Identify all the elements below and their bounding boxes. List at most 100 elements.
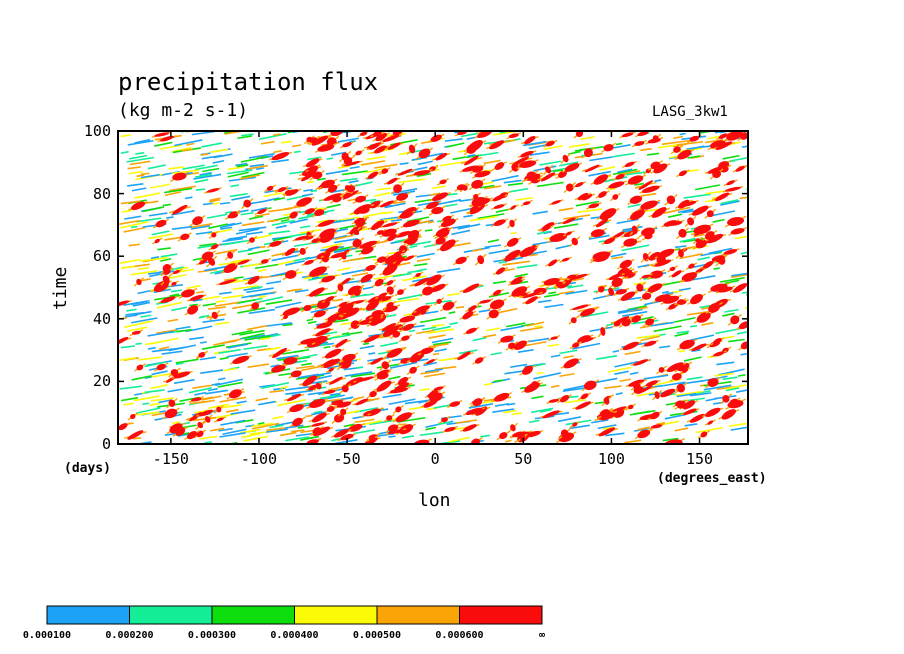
precip-streak <box>658 345 671 349</box>
precip-cell <box>641 185 660 193</box>
precip-streak <box>307 180 315 184</box>
precip-cell <box>641 274 651 279</box>
precip-cell <box>130 201 146 211</box>
precip-cell <box>381 168 389 174</box>
precip-streak <box>200 341 207 344</box>
precip-streak <box>431 185 446 190</box>
precip-streak <box>332 298 344 302</box>
precip-streak <box>243 435 269 442</box>
precip-streak <box>612 349 620 353</box>
precip-streak <box>634 182 645 186</box>
precip-streak <box>224 210 232 214</box>
precip-streak <box>289 218 308 224</box>
precip-streak <box>492 280 507 285</box>
x-tick-label: -100 <box>240 450 278 468</box>
precip-cell <box>572 342 580 348</box>
precip-cell <box>409 366 417 374</box>
precip-streak <box>199 242 217 247</box>
precip-streak <box>619 378 631 383</box>
precip-streak <box>328 386 344 391</box>
precip-streak <box>273 150 282 154</box>
precip-cell <box>440 218 456 227</box>
precip-streak <box>656 421 665 426</box>
precip-streak <box>220 226 233 230</box>
precip-streak <box>130 225 138 229</box>
precip-streak <box>640 384 664 390</box>
precip-streak <box>119 219 140 225</box>
precip-streak <box>572 342 601 350</box>
precip-streak <box>537 181 564 188</box>
precip-streak <box>510 231 517 235</box>
precip-cell <box>426 359 435 365</box>
precip-streak <box>551 384 560 388</box>
precip-streak <box>314 291 337 297</box>
precip-streak <box>539 160 561 166</box>
precip-streak <box>636 334 660 340</box>
precip-cell <box>369 390 377 398</box>
precip-cell <box>395 230 412 238</box>
precip-streak <box>119 258 141 264</box>
precip-streak <box>271 219 296 227</box>
precip-streak <box>301 193 313 197</box>
precip-cell <box>628 379 645 387</box>
precip-cell <box>353 288 361 296</box>
precip-cell <box>325 245 339 253</box>
precip-streak <box>705 139 724 144</box>
precip-streak <box>157 247 171 251</box>
precip-streak <box>681 210 696 214</box>
precip-cell <box>472 197 491 207</box>
precip-cell <box>271 364 286 373</box>
precip-streak <box>689 325 698 328</box>
precip-cell <box>352 238 362 248</box>
precip-streak <box>271 254 299 262</box>
precip-cell <box>371 314 381 323</box>
precip-cell <box>311 412 327 423</box>
precip-cell <box>283 357 298 365</box>
precip-streak <box>282 323 293 327</box>
precip-streak <box>610 252 627 258</box>
precip-streak <box>250 285 263 290</box>
precip-streak <box>219 291 232 295</box>
precip-cell <box>575 401 591 410</box>
precip-streak <box>266 346 281 351</box>
precip-cell <box>712 337 722 345</box>
precip-streak <box>602 426 615 430</box>
precip-cell <box>432 192 448 202</box>
precip-streak <box>352 396 365 401</box>
precip-cell <box>399 315 416 323</box>
precip-cell <box>376 380 392 392</box>
precip-cell <box>648 251 661 261</box>
precip-streak <box>408 329 416 333</box>
precip-streak <box>272 133 281 137</box>
precip-cell <box>683 408 697 416</box>
precip-streak <box>158 346 170 350</box>
precip-streak <box>383 132 406 138</box>
precip-cell <box>302 375 317 387</box>
precip-streak <box>313 374 333 381</box>
precip-cell <box>154 132 170 137</box>
precip-cell <box>544 166 552 174</box>
precip-cell <box>375 132 388 142</box>
precip-cell <box>311 135 329 146</box>
precip-streak <box>692 275 716 281</box>
precip-cell <box>726 180 736 186</box>
precip-streak <box>257 421 265 425</box>
precip-streak <box>364 198 377 202</box>
precip-streak <box>362 286 374 290</box>
precip-streak <box>533 372 561 380</box>
precip-cell <box>735 165 745 172</box>
precip-streak <box>604 385 622 389</box>
precip-cell <box>718 133 728 139</box>
precip-cell <box>571 237 578 246</box>
precip-streak <box>457 223 481 230</box>
precip-streak <box>140 314 152 318</box>
precip-cell <box>629 195 643 204</box>
precip-streak <box>376 187 392 191</box>
precip-cell <box>377 292 387 299</box>
precip-streak <box>310 305 338 314</box>
precip-streak <box>214 321 230 326</box>
precip-streak <box>436 267 461 273</box>
precip-streak <box>132 301 151 307</box>
precip-streak <box>295 432 312 437</box>
precip-cell <box>470 438 481 444</box>
